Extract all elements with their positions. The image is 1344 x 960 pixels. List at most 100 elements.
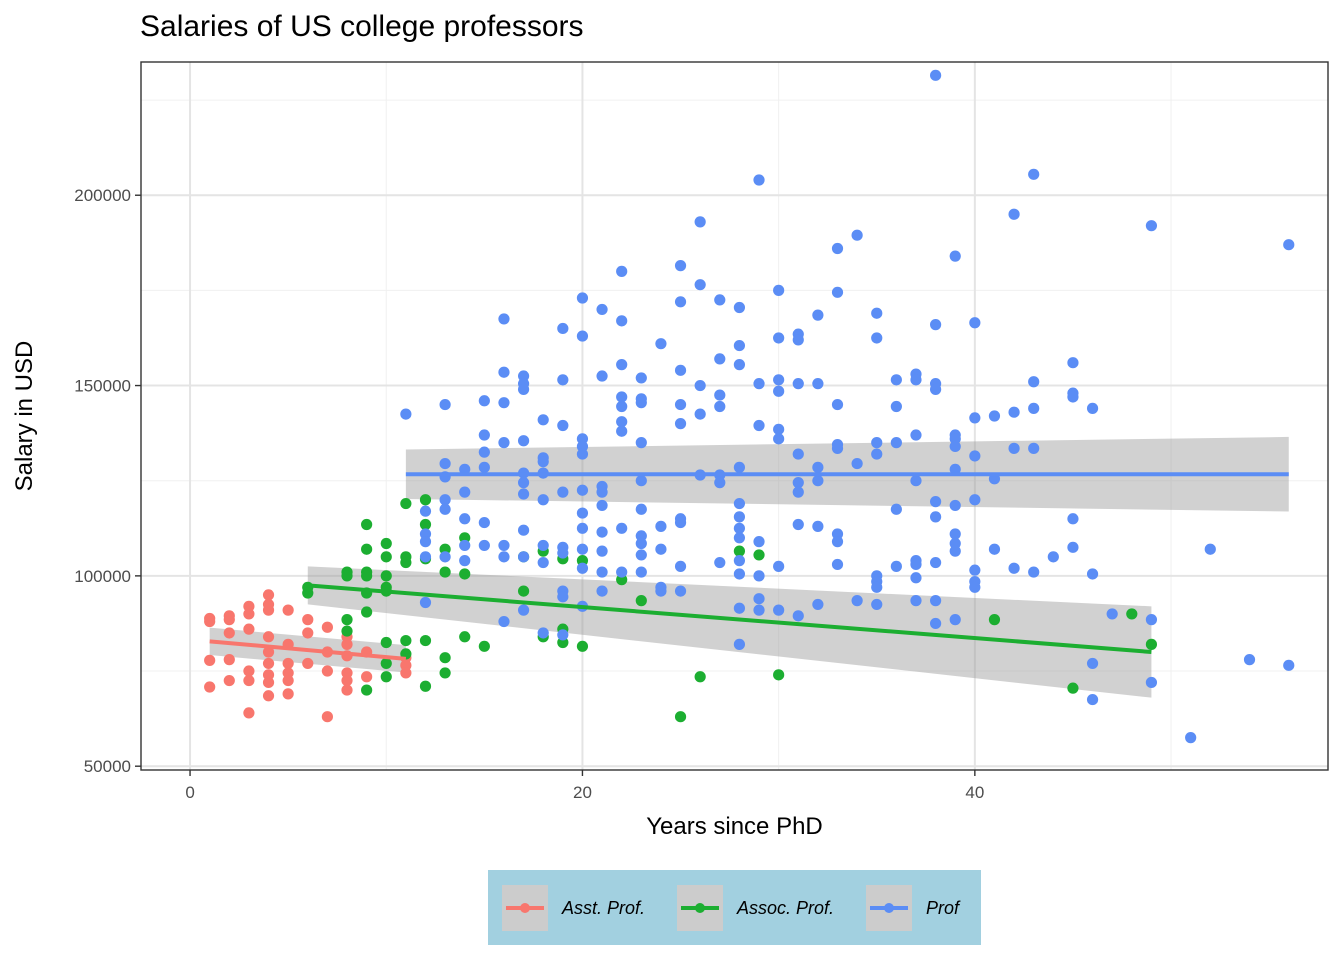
data-point (262, 657, 275, 670)
data-point (1008, 562, 1020, 574)
data-point (341, 674, 353, 687)
data-point (361, 518, 373, 531)
data-point (576, 484, 589, 496)
y-tick-label: 200000 (74, 186, 131, 205)
data-point (910, 595, 922, 607)
data-point (1067, 541, 1079, 553)
data-point (517, 435, 530, 447)
data-point (478, 429, 490, 441)
data-point (1086, 693, 1099, 706)
data-point (1086, 568, 1099, 580)
data-point (635, 372, 647, 384)
data-point (851, 229, 863, 241)
data-point (223, 674, 235, 687)
data-point (1067, 391, 1079, 403)
data-point (1204, 543, 1216, 555)
data-point (302, 627, 314, 639)
data-point (262, 646, 275, 658)
data-point (1126, 608, 1138, 620)
data-point (773, 332, 785, 344)
data-point (596, 585, 608, 597)
data-point (1028, 442, 1040, 454)
data-point (753, 570, 765, 582)
data-point (419, 634, 432, 647)
data-point (517, 383, 530, 395)
data-point (517, 604, 530, 616)
data-point (753, 378, 765, 390)
data-point (302, 657, 314, 670)
data-point (773, 560, 785, 572)
data-point (773, 433, 785, 445)
data-point (459, 568, 471, 580)
data-point (419, 551, 432, 563)
trend-lines (209, 472, 1289, 661)
data-point (361, 606, 373, 618)
data-point (674, 711, 687, 723)
data-point (930, 617, 942, 630)
data-point (576, 292, 589, 304)
data-point (439, 566, 451, 578)
data-point (1145, 638, 1158, 650)
data-point (478, 395, 490, 407)
data-point (733, 602, 746, 614)
data-point (517, 477, 530, 489)
data-point (674, 260, 687, 272)
data-point (988, 614, 1001, 626)
data-point (851, 457, 863, 470)
data-point (380, 537, 392, 550)
data-point (792, 486, 804, 498)
data-point (969, 581, 981, 593)
data-point (871, 307, 883, 319)
data-point (930, 69, 942, 81)
data-point (674, 296, 687, 308)
data-point (773, 374, 785, 386)
data-point (733, 461, 746, 473)
data-point (949, 528, 961, 540)
confidence-ribbon (307, 566, 1152, 698)
data-point (655, 338, 667, 350)
data-point (596, 526, 608, 538)
data-point (1243, 654, 1256, 666)
data-point (243, 623, 255, 635)
data-point (694, 379, 706, 392)
y-tick-label: 150000 (74, 377, 131, 396)
data-point (714, 477, 726, 489)
data-point (949, 545, 961, 557)
data-point (400, 497, 412, 510)
data-point (204, 654, 216, 666)
data-point (596, 499, 608, 512)
data-point (498, 615, 510, 628)
data-point (890, 437, 902, 449)
data-point (517, 488, 530, 500)
data-point (380, 657, 392, 670)
data-point (616, 522, 628, 534)
data-point (890, 374, 902, 386)
data-point (616, 315, 628, 327)
data-point (576, 448, 589, 460)
data-point (243, 707, 255, 719)
data-point (969, 494, 981, 506)
data-point (812, 475, 824, 487)
data-point (949, 499, 961, 512)
data-point (576, 562, 589, 574)
data-point (969, 317, 981, 329)
data-point (537, 494, 549, 506)
data-point (341, 684, 353, 696)
data-point (459, 555, 471, 567)
data-point (400, 556, 412, 569)
data-point (930, 496, 942, 508)
data-point (1008, 442, 1020, 454)
data-point (204, 681, 216, 693)
data-point (341, 614, 353, 626)
data-point (733, 532, 746, 544)
data-point (557, 419, 569, 432)
data-point (419, 494, 432, 506)
data-point (478, 461, 490, 473)
data-point (773, 604, 785, 616)
data-point (439, 494, 451, 506)
plot-panel-border (140, 61, 1329, 771)
data-point (537, 456, 549, 468)
data-point (773, 385, 785, 397)
data-point (439, 667, 451, 679)
data-point (1283, 659, 1295, 671)
